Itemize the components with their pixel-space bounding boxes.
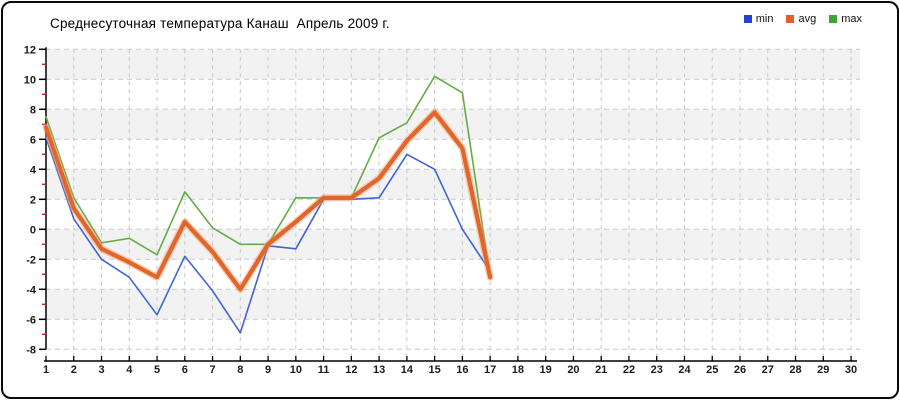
x-axis-label: 8 bbox=[237, 364, 243, 376]
x-axis-label: 11 bbox=[318, 364, 330, 376]
legend-item-avg: avg bbox=[786, 13, 816, 25]
x-axis-label: 4 bbox=[126, 364, 133, 376]
x-axis-label: 16 bbox=[456, 364, 468, 376]
x-axis-label: 24 bbox=[678, 364, 691, 376]
series-line-avg bbox=[43, 110, 493, 292]
x-axis-label: 13 bbox=[373, 364, 385, 376]
plot-band bbox=[46, 289, 860, 320]
x-axis-label: 22 bbox=[623, 364, 635, 376]
y-axis-label: 12 bbox=[24, 44, 36, 56]
y-axis-label: -6 bbox=[26, 314, 36, 326]
x-axis-label: 26 bbox=[734, 364, 746, 376]
max-series-swatch bbox=[829, 15, 838, 23]
legend-item-max: max bbox=[829, 13, 862, 25]
x-axis-label: 27 bbox=[762, 364, 774, 376]
x-axis-label: 17 bbox=[484, 364, 496, 376]
x-axis-label: 14 bbox=[401, 364, 414, 376]
x-axis-label: 1 bbox=[43, 364, 49, 376]
legend-item-min: min bbox=[743, 13, 774, 25]
x-axis-label: 25 bbox=[706, 364, 718, 376]
chart-title: Среднесуточная температура Канаш Апрель … bbox=[50, 16, 390, 31]
x-axis-label: 3 bbox=[98, 364, 104, 376]
x-axis-label: 18 bbox=[512, 364, 524, 376]
y-axis-label: 10 bbox=[24, 74, 36, 86]
x-axis-label: 5 bbox=[154, 364, 160, 376]
y-axis-label: 8 bbox=[30, 104, 36, 116]
y-axis-label: 2 bbox=[30, 194, 36, 206]
legend: min avg max bbox=[743, 13, 862, 25]
x-axis-label: 9 bbox=[265, 364, 271, 376]
y-axis-label: 0 bbox=[30, 224, 36, 236]
x-axis-label: 19 bbox=[540, 364, 552, 376]
y-axis-label: -8 bbox=[26, 344, 36, 356]
y-axis-label: 4 bbox=[30, 164, 37, 176]
y-axis-label: -4 bbox=[26, 284, 37, 296]
y-axis-label: 6 bbox=[30, 134, 36, 146]
x-axis-label: 10 bbox=[290, 364, 302, 376]
x-axis-label: 7 bbox=[209, 364, 215, 376]
plot-band bbox=[46, 169, 860, 200]
legend-label-max: max bbox=[841, 13, 862, 25]
legend-label-avg: avg bbox=[798, 13, 817, 25]
x-axis-label: 12 bbox=[345, 364, 357, 376]
x-axis-label: 20 bbox=[567, 364, 579, 376]
x-axis-label: 23 bbox=[651, 364, 663, 376]
avg-series-swatch bbox=[786, 15, 795, 23]
x-axis-label: 29 bbox=[817, 364, 829, 376]
x-axis-label: 6 bbox=[182, 364, 188, 376]
x-axis-label: 28 bbox=[789, 364, 801, 376]
x-axis-label: 2 bbox=[71, 364, 77, 376]
plot-band bbox=[46, 49, 860, 80]
min-series-swatch bbox=[743, 15, 752, 23]
y-axis-label: -2 bbox=[26, 254, 36, 266]
x-axis-label: 21 bbox=[595, 364, 607, 376]
legend-label-min: min bbox=[755, 13, 774, 25]
x-axis-label: 15 bbox=[429, 364, 441, 376]
x-axis-label: 30 bbox=[845, 364, 857, 376]
